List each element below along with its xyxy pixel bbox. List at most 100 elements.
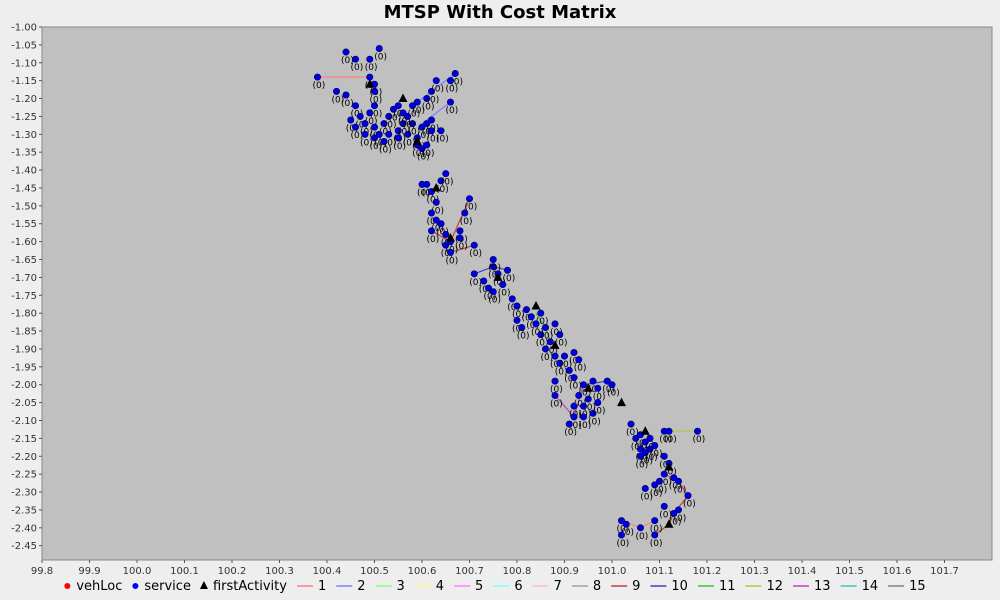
legend-marker-service [132,583,139,589]
service-point-label: (0) [417,188,430,198]
service-point-label: (0) [422,103,435,113]
service-point-label: (0) [393,142,406,152]
service-point [442,230,450,238]
legend-label-8: 8 [593,579,601,594]
service-point-label: (0) [522,314,535,324]
service-point-label: (0) [431,85,444,95]
service-point [489,263,497,271]
service-point-label: (0) [384,138,397,148]
y-tick-label: -2.20 [11,452,37,463]
service-point-label: (0) [579,421,592,431]
legend-label-2: 2 [357,579,365,594]
service-point-label: (0) [541,331,554,341]
service-point-label: (0) [674,514,687,524]
service-point [394,102,402,110]
service-point [641,449,649,457]
service-point [570,402,578,410]
service-point [684,492,692,500]
service-point-label: (0) [693,435,706,445]
service-point-label: (0) [636,532,649,542]
service-point [537,309,545,317]
service-point [670,509,678,517]
service-point-label: (0) [555,339,568,349]
service-point-label: (0) [398,128,411,138]
service-point [385,130,393,138]
chart-title: MTSP With Cost Matrix [384,2,617,23]
service-point [627,420,635,428]
x-tick-label: 100.8 [503,566,532,577]
service-point [660,452,668,460]
service-point-label: (0) [351,110,364,120]
service-point [389,105,397,113]
service-point [361,120,369,128]
route-line-9 [450,244,475,253]
y-tick-label: -1.05 [11,40,37,51]
service-point [408,102,416,110]
service-point-label: (0) [512,324,525,334]
service-points: (0)(0)(0)(0)(0)(0)(0)(0)(0) (0)(0)(0)(0)(… [313,44,706,549]
service-point [351,123,359,131]
service-point-label: (0) [617,525,630,535]
service-point-label: (0) [408,110,421,120]
service-point [670,474,678,482]
first-activity-marker [617,397,626,407]
service-point-label: (0) [659,435,672,445]
service-point-label: (0) [313,81,326,91]
y-tick-label: -2.25 [11,470,37,481]
service-point-label: (0) [617,539,630,549]
service-point [446,98,454,106]
service-point [594,399,602,407]
service-point-label: (0) [507,303,520,313]
service-point [370,102,378,110]
service-point-label: (0) [488,271,501,281]
x-tick-label: 101.7 [930,566,959,577]
x-tick-label: 99.9 [78,566,100,577]
service-point-label: (0) [427,135,440,145]
legend-label-12: 12 [766,579,783,594]
y-tick-label: -1.80 [11,309,37,320]
service-point [489,288,497,296]
service-point [432,198,440,206]
y-tick-label: -1.55 [11,219,37,230]
service-point [442,170,450,178]
service-point [423,95,431,103]
service-point [651,531,659,539]
service-point-label: (0) [493,278,506,288]
service-point-label: (0) [488,296,501,306]
service-point-label: (0) [450,78,463,88]
service-point-label: (0) [650,525,663,535]
service-point [399,120,407,128]
service-point-label: (0) [659,460,672,470]
service-point-label: (0) [517,331,530,341]
service-point [665,427,673,435]
service-point-label: (0) [650,450,663,460]
first-activity-marker [664,461,674,471]
y-tick-label: -1.25 [11,112,37,123]
service-point [660,470,668,478]
legend-label-5: 5 [475,579,483,594]
first-activity-marker [640,426,650,435]
service-point-label: (0) [351,63,364,73]
service-point-label: (0) [683,500,696,510]
service-point-label: (0) [441,178,454,188]
service-point [347,116,355,124]
first-activity-marker [550,340,560,349]
service-point [617,531,625,539]
service-point-label: (0) [431,224,444,234]
service-point-label: (0) [503,274,516,284]
service-point [551,391,559,399]
x-tick-label: 101.2 [693,566,722,577]
service-point [361,130,369,138]
service-point [370,123,378,131]
service-point [484,284,492,292]
first-activity-marker [583,383,593,392]
service-point [437,177,445,185]
service-point-label: (0) [560,360,573,370]
service-point-label: (0) [427,235,440,245]
service-point-label: (0) [455,242,468,252]
service-point [342,48,350,56]
service-point-label: (0) [583,403,596,413]
service-point-label: (0) [550,328,563,338]
service-point [655,477,663,485]
x-tick-label: 101.6 [883,566,912,577]
